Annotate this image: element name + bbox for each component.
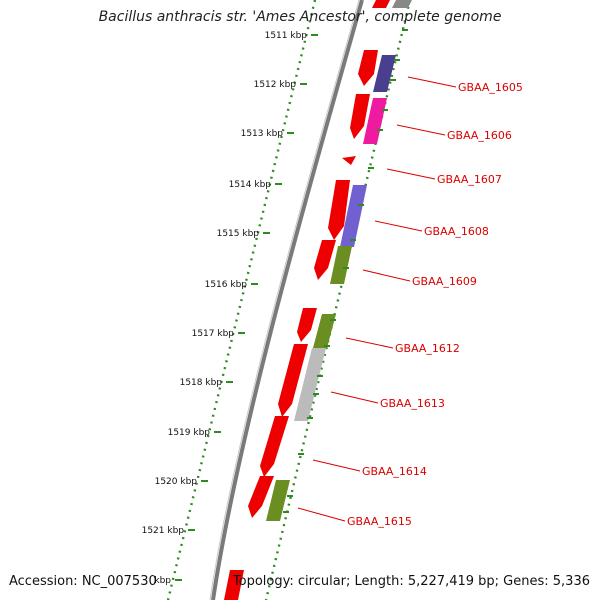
- gene-label: GBAA_1607: [437, 173, 502, 186]
- gene-arrow-top-partial: [372, 0, 390, 8]
- gene-leader-line: [396, 124, 446, 136]
- gene-box-1608: [340, 185, 367, 247]
- gene-arrow-1607: [342, 156, 356, 165]
- gene-leader-line: [312, 459, 361, 472]
- gene-box-1609: [330, 246, 352, 284]
- accession-text: Accession: NC_007530: [9, 574, 157, 589]
- gene-leader-line: [362, 269, 411, 282]
- gene-leader-line: [374, 220, 423, 232]
- gene-box-1615: [266, 480, 290, 521]
- gene-box-1612: [313, 314, 336, 348]
- gene-leader-line: [386, 168, 436, 180]
- gene-label: GBAA_1613: [380, 397, 445, 410]
- scale-tick-label: 1517 kbp: [192, 329, 235, 339]
- scale-tick-label: 1516 kbp: [205, 280, 248, 290]
- gene-arrow-1614: [260, 416, 289, 477]
- inner-ticks: [283, 29, 408, 513]
- gene-arrow-1606: [350, 94, 370, 139]
- scale-tick-label: kbp: [154, 576, 171, 586]
- gene-leader-line: [330, 391, 379, 404]
- scale-tick-label: 1512 kbp: [254, 80, 297, 90]
- gene-box-1613: [294, 348, 326, 421]
- outer-scale-dotted-line: [166, 0, 317, 601]
- gene-arrow-1612: [297, 308, 317, 342]
- scale-tick-label: 1518 kbp: [180, 378, 223, 388]
- gene-box-1605: [373, 55, 396, 92]
- genome-info-text: Topology: circular; Length: 5,227,419 bp…: [232, 574, 590, 589]
- scale-tick-label: 1511 kbp: [265, 31, 308, 41]
- genome-title: Bacillus anthracis str. 'Ames Ancestor',…: [98, 9, 502, 25]
- inner-dotted-line: [264, 0, 412, 601]
- gene-labels-layer: GBAA_1605 GBAA_1606 GBAA_1607 GBAA_1608 GBAA…: [297, 76, 523, 528]
- gene-label: GBAA_1615: [347, 515, 412, 528]
- scale-tick-label: 1514 kbp: [229, 180, 272, 190]
- gene-label: GBAA_1614: [362, 465, 427, 478]
- gene-leader-line: [297, 507, 346, 522]
- scale-tick-label: 1521 kbp: [142, 526, 185, 536]
- scale-tick-label: 1513 kbp: [241, 129, 284, 139]
- gene-arrow-bottom-partial: [224, 570, 244, 600]
- gene-leader-line: [345, 337, 394, 349]
- genome-backbone-highlight: [209, 0, 360, 601]
- scale-tick-label: 1515 kbp: [217, 229, 260, 239]
- gene-box-1606: [363, 98, 387, 144]
- scale-tick-label: 1519 kbp: [168, 428, 211, 438]
- gene-leader-line: [407, 76, 457, 88]
- gene-arrow-1609: [314, 240, 336, 280]
- gene-arrow-1608: [328, 180, 350, 240]
- gene-box-top-partial: [392, 0, 412, 8]
- gene-label: GBAA_1608: [424, 225, 489, 238]
- scale-layer: 1511 kbp 1512 kbp 1513 kbp 1514 kbp 1515 kbp…: [142, 31, 318, 586]
- gene-arrow-1613: [278, 344, 308, 417]
- gene-label: GBAA_1612: [395, 342, 460, 355]
- scale-tick-label: 1520 kbp: [155, 477, 198, 487]
- gene-arrow-1615: [248, 476, 274, 518]
- genome-backbone: [211, 0, 364, 601]
- gene-arrow-1605: [358, 50, 378, 86]
- gene-label: GBAA_1606: [447, 129, 512, 142]
- gene-label: GBAA_1609: [412, 275, 477, 288]
- gene-label: GBAA_1605: [458, 81, 523, 94]
